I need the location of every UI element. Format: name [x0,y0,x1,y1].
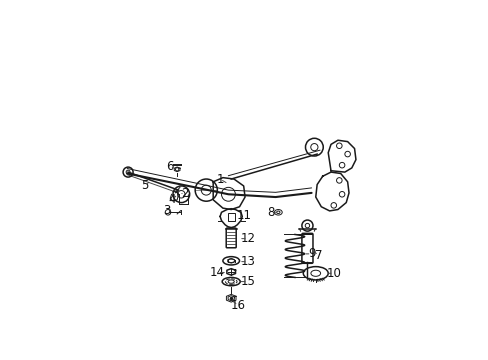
Text: 12: 12 [240,232,255,245]
Text: 8: 8 [267,206,275,219]
Text: 9: 9 [307,247,315,260]
Text: 13: 13 [240,255,255,268]
Text: 11: 11 [236,209,251,222]
Text: 4: 4 [168,193,176,206]
Text: 3: 3 [163,204,170,217]
Bar [227,213,234,221]
Text: 7: 7 [314,249,322,262]
Text: 15: 15 [240,275,255,288]
Text: 6: 6 [165,160,173,173]
Text: 1: 1 [216,172,224,185]
Text: 2: 2 [181,187,188,200]
Text: 14: 14 [209,266,224,279]
Text: 10: 10 [325,267,341,280]
Text: 16: 16 [230,299,245,312]
Text: 5: 5 [142,179,149,192]
